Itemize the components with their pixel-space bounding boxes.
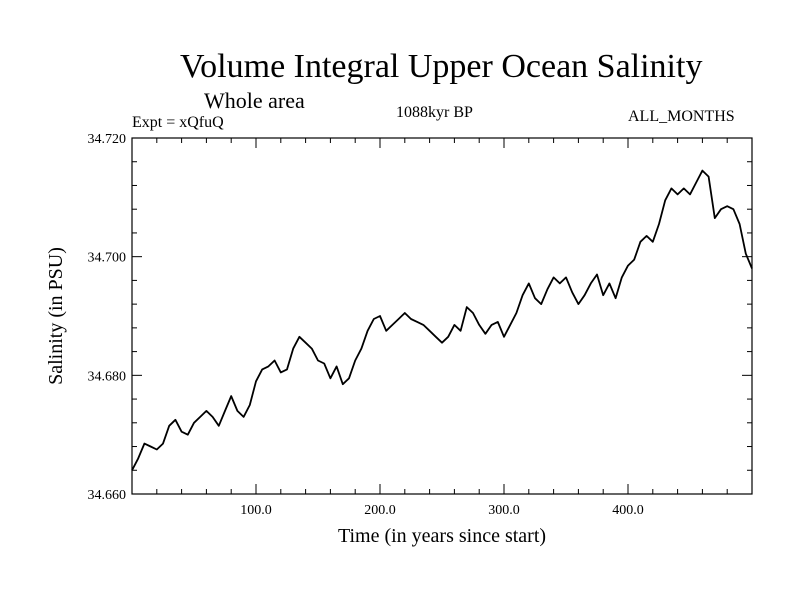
tick-labels: 100.0 200.0 300.0 400.0 34.660 34.680 34.700 34…: [88, 132, 644, 518]
axis-ticks: [132, 138, 752, 494]
months-label: ALL_MONTHS: [628, 108, 735, 125]
x-tick-label: 400.0: [612, 503, 644, 518]
y-tick-label: 34.720: [88, 132, 127, 147]
x-tick-label: 200.0: [364, 503, 396, 518]
x-tick-label: 300.0: [488, 503, 520, 518]
y-tick-label: 34.680: [88, 369, 127, 384]
period-label: 1088kyr BP: [396, 104, 473, 121]
y-axis-label: Salinity (in PSU): [45, 247, 67, 385]
x-tick-label: 100.0: [240, 503, 272, 518]
experiment-label: Expt = xQfuQ: [132, 114, 224, 131]
chart-subtitle: Whole area: [204, 88, 305, 113]
chart-title: Volume Integral Upper Ocean Salinity: [180, 48, 703, 85]
x-axis-label: Time (in years since start): [338, 525, 546, 547]
y-tick-label: 34.700: [88, 251, 127, 266]
y-tick-label: 34.660: [88, 488, 127, 503]
plot-frame: [131, 137, 753, 495]
salinity-series-line: [131, 169, 753, 471]
